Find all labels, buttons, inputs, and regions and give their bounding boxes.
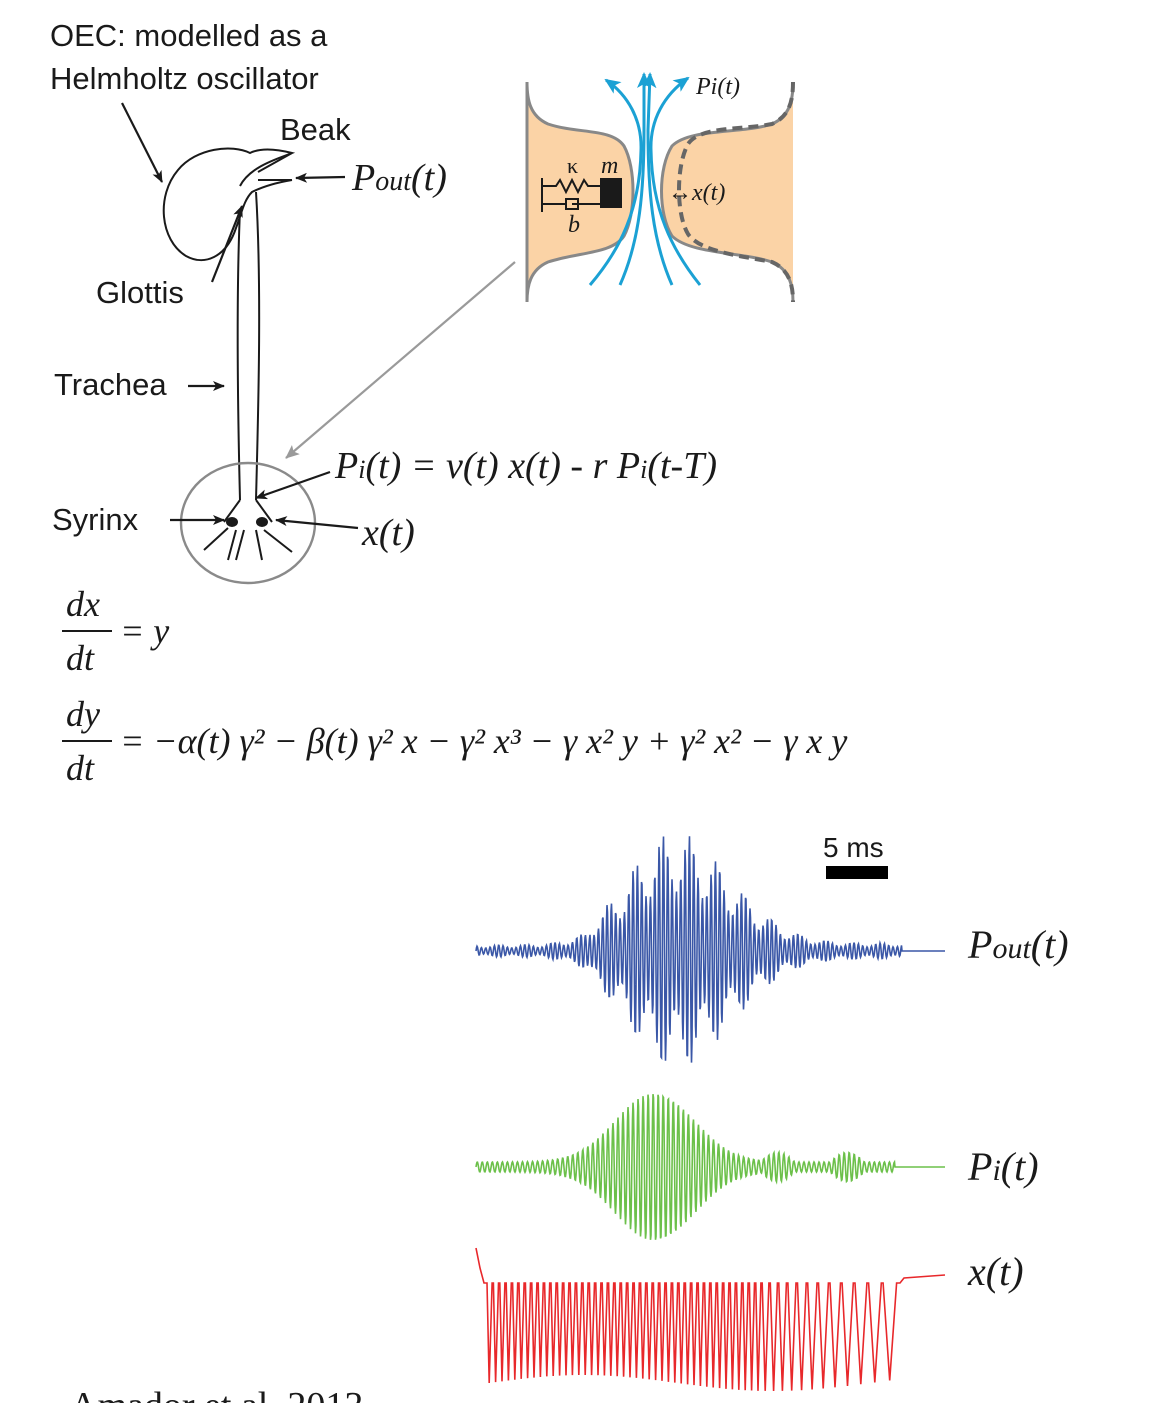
trace-x — [475, 1247, 946, 1392]
oec-line1: OEC: modelled as a — [50, 18, 328, 53]
pout-arrow — [295, 172, 346, 183]
inset-pi-label: Pi(t) — [695, 74, 740, 100]
x-arrow — [275, 516, 359, 530]
mass-block — [600, 178, 622, 208]
trace-pi — [475, 1093, 945, 1240]
beak-label: Beak — [280, 112, 351, 147]
dy-rhs: = −α(t) γ² − β(t) γ² x − γ² x³ − γ x² y … — [120, 721, 847, 761]
pi-arrow — [255, 470, 331, 500]
trachea-tube — [236, 191, 261, 501]
trace-pout — [475, 836, 945, 1063]
scale-bar-label: 5 ms — [823, 832, 884, 863]
citation: Amador et al. 2013 — [70, 1385, 363, 1403]
dx-numerator: dx — [66, 584, 100, 624]
trachea-label: Trachea — [54, 367, 167, 402]
trace-label-pi: Pi(t) — [967, 1144, 1039, 1189]
dy-numerator: dy — [66, 694, 100, 734]
pi-equation: Pi(t) = ν(t) x(t) - r Pi(t-T) — [334, 445, 717, 487]
dx-rhs: = y — [120, 611, 169, 651]
dy-equation: dy dt = −α(t) γ² − β(t) γ² x − γ² x³ − γ… — [62, 694, 847, 788]
dx-denominator: dt — [66, 638, 95, 678]
inset-x-label: ↔x(t) — [668, 180, 725, 206]
scale-bar-rect — [826, 866, 888, 879]
oec-cavity — [162, 147, 296, 261]
pout-label: Pout(t) — [351, 157, 447, 199]
trace-label-x: x(t) — [967, 1249, 1024, 1294]
scale-bar: 5 ms — [823, 832, 888, 879]
oec-arrow — [121, 102, 163, 183]
syrinx-labia — [226, 517, 268, 527]
beak-tip — [257, 152, 293, 181]
x-label: x(t) — [361, 512, 415, 554]
bronchi — [203, 499, 293, 561]
glottis-arrow — [210, 205, 244, 283]
oec-line2: Helmholtz oscillator — [50, 61, 319, 96]
glottis-label: Glottis — [96, 275, 184, 310]
mass-label: m — [601, 153, 618, 179]
inset-connector — [285, 261, 516, 459]
dy-denominator: dt — [66, 748, 95, 788]
kappa-label: κ — [567, 153, 578, 178]
right-labium-displaced — [677, 81, 795, 303]
trace-label-pout: Pout(t) — [967, 922, 1069, 967]
waveforms — [475, 836, 946, 1392]
damping-label: b — [568, 212, 580, 238]
left-labium — [525, 81, 635, 303]
syrinx-label: Syrinx — [52, 502, 139, 537]
labia-inset: κ m b ↔x(t) Pi(t) — [525, 72, 795, 303]
flow-lines — [588, 72, 702, 286]
spring-damper — [541, 177, 600, 212]
dx-equation: dx dt = y — [62, 584, 169, 678]
syrinx-circle — [179, 461, 317, 585]
oec-label: OEC: modelled as a Helmholtz oscillator — [50, 18, 328, 96]
